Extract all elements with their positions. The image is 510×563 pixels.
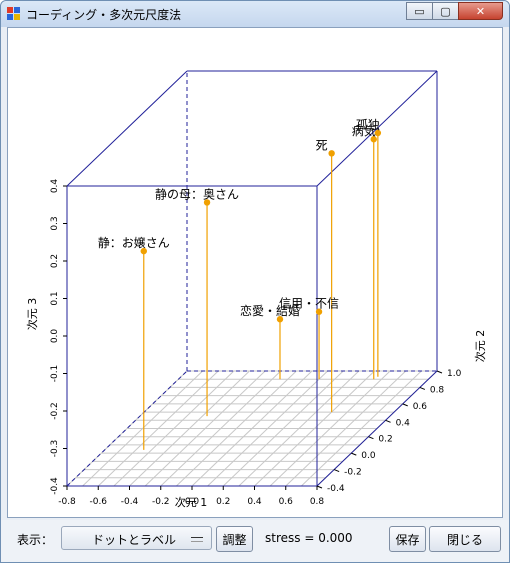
data-point: [140, 247, 147, 255]
z-axis-title: 次元 3: [25, 298, 39, 331]
close-button[interactable]: 閉じる: [429, 526, 501, 552]
data-point: [276, 316, 284, 323]
x-tick-label: 0.0: [185, 497, 200, 507]
box-edge: [66, 70, 188, 187]
x-tick-label: 0.6: [279, 497, 294, 507]
y-tick-label: 0.8: [430, 385, 445, 395]
display-label: 表示：: [17, 533, 54, 547]
app-icon: [7, 7, 20, 20]
y-tick-label: -0.2: [344, 468, 362, 478]
box-edge: [316, 70, 438, 187]
y-tick-label: -0.4: [327, 484, 345, 494]
y-axis-tick: [316, 485, 323, 489]
point-label: 孤独: [356, 118, 380, 132]
point-label: 死: [316, 138, 328, 152]
display-mode-value: ドットとラベル: [92, 533, 177, 547]
box-edge: [316, 370, 438, 487]
stress-value: stress = 0.000: [265, 531, 353, 545]
data-point: [328, 150, 335, 157]
x-tick-label: 0.4: [247, 497, 262, 507]
x-tick-label: -0.2: [152, 497, 170, 507]
x-tick-label: -0.6: [89, 497, 107, 507]
window-title: コーディング・多次元尺度法: [26, 8, 182, 22]
x-tick-label: -0.8: [58, 497, 76, 507]
y-tick-label: 0.0: [361, 451, 376, 461]
data-point: [370, 136, 377, 143]
data-point: [315, 308, 323, 315]
z-tick-label: -0.1: [50, 365, 60, 383]
dropdown-arrow-icon: [191, 537, 203, 542]
point-label: 静の母：奥さん: [155, 187, 239, 201]
y-tick-label: 0.6: [413, 402, 428, 412]
adjust-button[interactable]: 調整: [216, 526, 253, 552]
y-axis-tick: [402, 403, 408, 407]
x-tick-label: -0.4: [121, 497, 139, 507]
bottom-toolbar: 表示： ドットとラベル 調整 stress = 0.000 保存 閉じる: [1, 520, 509, 562]
point-label: 信用・不信: [279, 297, 339, 311]
title-bar[interactable]: コーディング・多次元尺度法 ▭ ▢ ✕: [1, 1, 509, 27]
z-tick-label: -0.3: [50, 440, 60, 458]
x-tick-label: 0.2: [216, 497, 230, 507]
mds-plot-area: -0.8 -0.6 -0.4 -0.2 0.0 0.2 0.4 0.6 0.8 -0.4 -0.2 0…: [7, 27, 503, 518]
display-mode-select[interactable]: ドットとラベル: [61, 526, 212, 550]
x-axis-title: 次元 1: [175, 495, 208, 509]
y-axis-tick: [436, 370, 443, 374]
y-axis-tick: [351, 452, 357, 456]
data-point: [203, 199, 211, 206]
y-tick-label: 0.2: [378, 435, 392, 445]
y-tick-label: 1.0: [447, 369, 462, 379]
z-tick-label: 0.4: [50, 179, 60, 194]
z-tick-label: 0.3: [50, 216, 60, 230]
save-button[interactable]: 保存: [389, 526, 426, 552]
y-axis-tick: [385, 419, 391, 423]
data-point: [374, 129, 382, 137]
y-axis-title: 次元 2: [473, 330, 487, 363]
z-tick-label: -0.4: [50, 477, 60, 495]
y-tick-label: 0.4: [396, 418, 411, 428]
y-axis-tick: [368, 436, 374, 440]
point-label: 静：お嬢さん: [98, 236, 170, 250]
close-window-button[interactable]: ✕: [458, 2, 503, 20]
point-label: 恋愛・結婚: [240, 303, 300, 318]
maximize-button[interactable]: ▢: [432, 2, 459, 20]
z-tick-label: -0.2: [50, 402, 60, 420]
mds-3d-chart: -0.8 -0.6 -0.4 -0.2 0.0 0.2 0.4 0.6 0.8-0.4-0.20…: [25, 70, 487, 509]
minimize-button[interactable]: ▭: [406, 2, 433, 20]
y-axis-tick: [333, 469, 340, 473]
x-tick-label: 0.8: [310, 497, 325, 507]
z-tick-label: 0.1: [50, 291, 60, 305]
y-axis-tick: [419, 386, 426, 390]
point-label: 病気: [352, 123, 376, 138]
z-tick-label: 0.2: [50, 254, 60, 268]
z-tick-label: 0.0: [50, 329, 60, 344]
